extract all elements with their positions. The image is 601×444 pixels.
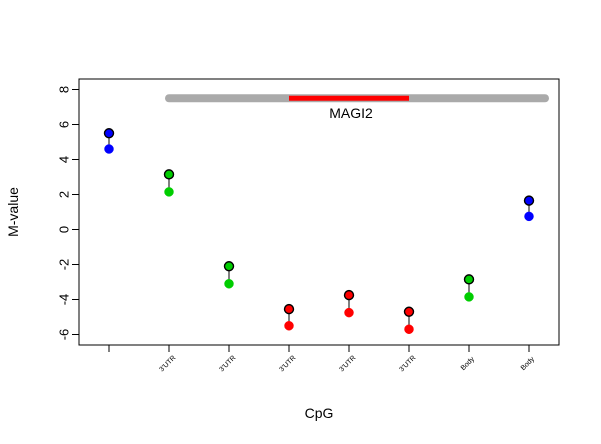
x-tick-label: 3'UTR [219, 355, 238, 374]
point-series-1 [523, 195, 535, 206]
y-tick-label: -6 [56, 329, 71, 341]
point-series-1 [403, 306, 415, 317]
x-axis-label: CpG [305, 405, 334, 421]
point-series-1 [283, 303, 295, 315]
gene-label: MAGI2 [329, 105, 373, 121]
y-tick-label: 6 [56, 121, 71, 128]
point-series-2 [524, 211, 534, 222]
y-tick-label: 8 [56, 86, 71, 93]
x-tick-label: 3'UTR [159, 355, 178, 374]
x-tick-label: 3'UTR [399, 355, 418, 374]
point-series-2 [284, 321, 294, 331]
point-series-1 [223, 261, 235, 272]
y-axis: -6 -4 -2 0 2 4 6 8 [56, 86, 79, 340]
y-tick-label: 0 [56, 226, 71, 233]
point-series-2 [464, 292, 474, 302]
point-series-1 [343, 289, 355, 301]
x-tick-label: 3'UTR [279, 355, 298, 374]
y-tick-label: -4 [56, 294, 71, 306]
y-tick-label: 2 [56, 191, 71, 198]
x-axis: 3'UTR 3'UTR 3'UTR 3'UTR 3'UTR Body Body [108, 345, 537, 374]
point-series-1 [103, 128, 115, 139]
point-series-2 [224, 279, 234, 289]
x-tick-label: 3'UTR [339, 355, 358, 374]
plot-frame [78, 78, 560, 346]
point-series-2 [164, 187, 174, 197]
x-tick-label: Body [460, 355, 477, 372]
point-series-1 [163, 169, 175, 180]
point-series-2 [404, 324, 414, 334]
point-series-1 [463, 274, 475, 285]
x-tick-label: Body [520, 355, 537, 372]
y-tick-label: 4 [56, 156, 71, 163]
y-axis-label: M-value [5, 187, 21, 237]
y-tick-label: -2 [56, 259, 71, 271]
point-series-2 [344, 307, 354, 318]
points [103, 128, 535, 334]
point-series-2 [104, 144, 114, 154]
